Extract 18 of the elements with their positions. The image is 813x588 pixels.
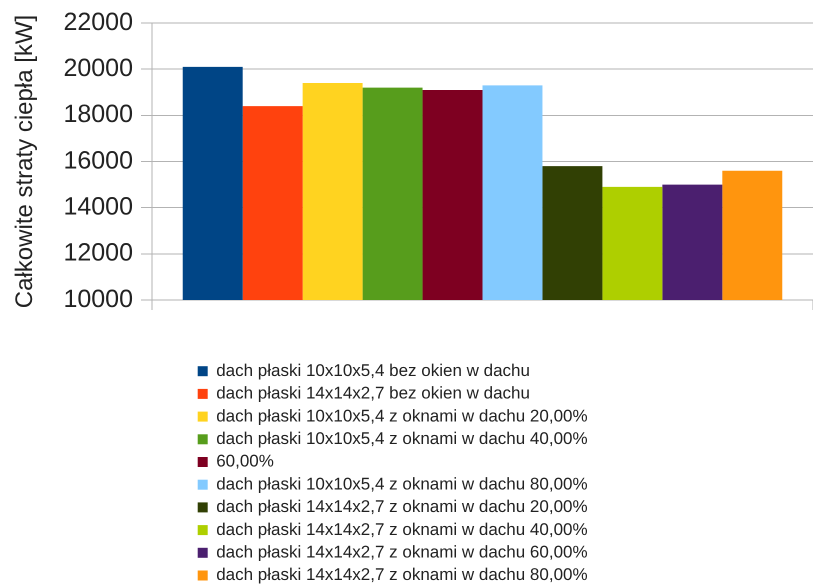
y-tick-label: 12000 — [63, 238, 133, 267]
y-tick-label: 16000 — [63, 146, 133, 174]
y-tick-label: 14000 — [63, 192, 133, 221]
legend-label: dach płaski 14x14x2,7 z oknami w dachu 60,00% — [216, 542, 588, 562]
legend-label: dach płaski 14x14x2,7 z oknami w dachu 40,00% — [216, 520, 588, 539]
legend-label: dach płaski 10x10x5,4 z oknami w dachu 20,00% — [216, 406, 588, 426]
y-tick-label: 18000 — [63, 100, 133, 128]
legend-label: dach płaski 10x10x5,4 z oknami w dachu 40,00% — [216, 428, 588, 448]
legend-label: dach płaski 14x14x2,7 z oknami w dachu 80,00% — [216, 565, 588, 584]
legend-label: dach płaski 10x10x5,4 z oknami w dachu 80,00% — [216, 474, 588, 494]
legend-label: dach płaski 10x10x5,4 bez okien w dachu — [216, 360, 530, 380]
y-tick-label: 20000 — [63, 54, 133, 82]
y-tick-label: 10000 — [63, 284, 133, 313]
legend-label: dach płaski 14x14x2,7 bez okien w dachu — [216, 384, 530, 403]
y-tick-label: 22000 — [63, 8, 133, 36]
legend-label: dach płaski 14x14x2,7 z oknami w dachu 20,00% — [216, 497, 588, 516]
y-axis-title: Całkowite straty ciepła [kW] — [11, 14, 38, 308]
legend-label: 60,00% — [216, 452, 274, 471]
